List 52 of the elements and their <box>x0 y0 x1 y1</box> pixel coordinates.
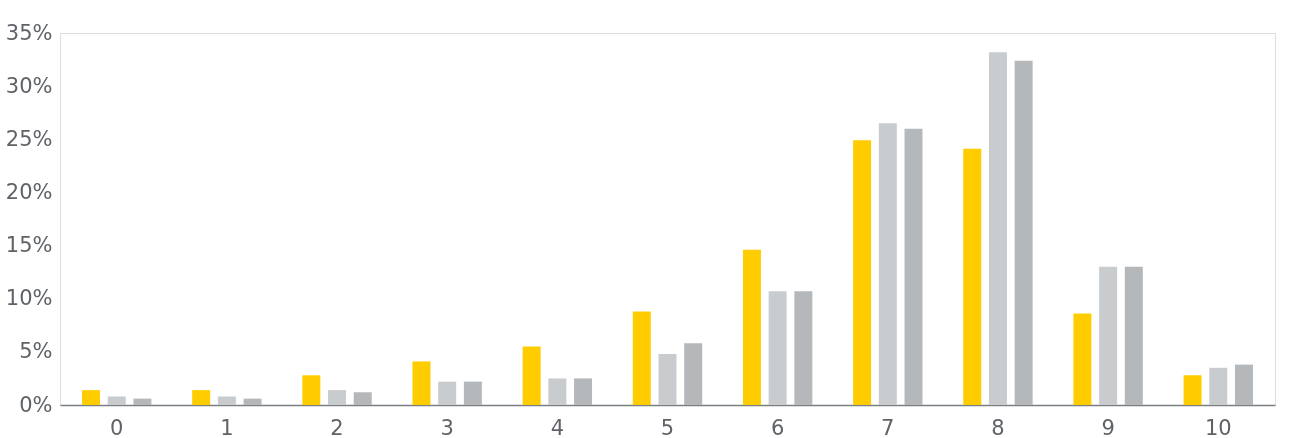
x-tick-label: 8 <box>991 415 1005 438</box>
bar <box>302 375 321 405</box>
bar <box>463 381 482 405</box>
bar <box>192 390 211 405</box>
bar <box>328 390 347 405</box>
bar <box>768 291 787 405</box>
bar <box>904 128 923 405</box>
y-tick-label: 35% <box>5 20 53 45</box>
y-tick-label: 0% <box>19 392 53 417</box>
bar <box>1014 60 1033 405</box>
x-tick-label: 6 <box>770 415 785 438</box>
bar <box>243 398 262 405</box>
bar <box>853 140 872 405</box>
y-tick-label: 10% <box>5 286 53 311</box>
x-tick-label: 4 <box>550 415 565 438</box>
bar <box>684 343 703 405</box>
bar <box>107 396 126 405</box>
bar <box>217 396 236 405</box>
bar <box>438 381 457 405</box>
bar <box>1209 367 1228 405</box>
x-tick-label: 9 <box>1101 415 1115 438</box>
y-tick-label: 15% <box>5 233 53 258</box>
bar <box>878 123 897 405</box>
bar <box>1124 266 1143 405</box>
bar <box>632 311 651 405</box>
bar <box>1073 313 1092 405</box>
x-tick-label: 1 <box>220 415 234 438</box>
bar <box>522 346 541 405</box>
y-tick-label: 5% <box>19 339 53 364</box>
x-tick-label: 10 <box>1204 415 1232 438</box>
x-tick-label: 5 <box>660 415 675 438</box>
x-tick-label: 0 <box>110 415 124 438</box>
bar <box>1183 375 1202 405</box>
bar <box>412 361 431 405</box>
y-tick-label: 30% <box>5 73 53 98</box>
bar <box>353 392 372 405</box>
bar <box>133 398 152 405</box>
x-tick-label: 3 <box>440 415 454 438</box>
bar <box>574 378 593 405</box>
bar <box>82 390 101 405</box>
y-tick-label: 25% <box>5 126 53 151</box>
bar <box>1099 266 1118 405</box>
bar <box>742 249 761 405</box>
bar <box>658 353 677 405</box>
bar <box>794 291 813 405</box>
bar <box>963 148 982 405</box>
bar <box>1234 364 1253 405</box>
x-tick-label: 7 <box>881 415 895 438</box>
bar <box>548 378 567 405</box>
x-tick-label: 2 <box>330 415 344 438</box>
y-tick-label: 20% <box>5 179 53 204</box>
bar <box>988 52 1007 405</box>
